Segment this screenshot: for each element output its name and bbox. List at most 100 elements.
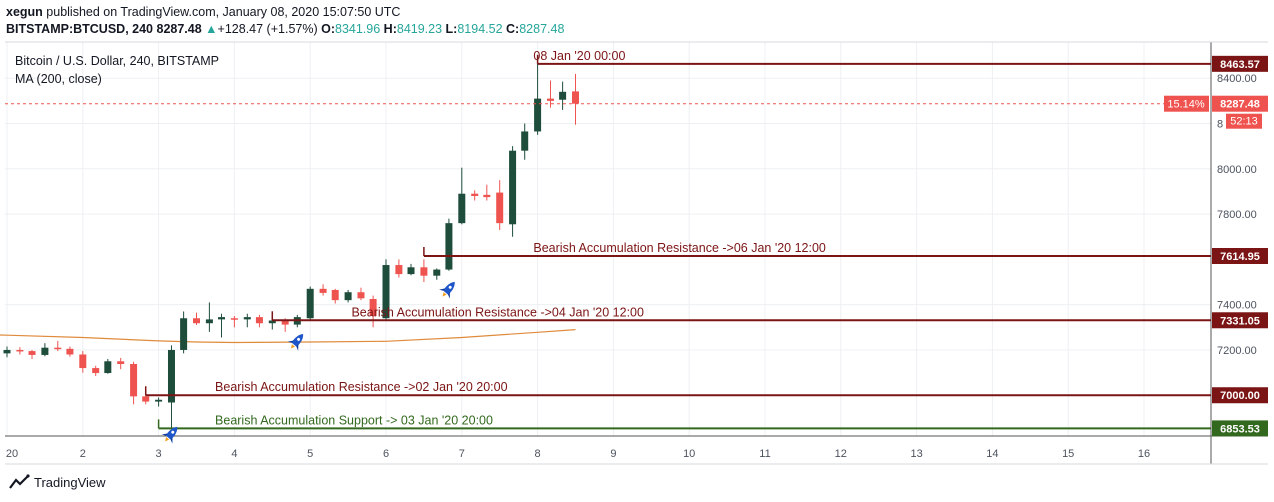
candle-body[interactable] <box>420 267 428 276</box>
candle-body[interactable] <box>142 396 150 402</box>
candle-body[interactable] <box>559 91 567 100</box>
candle-body[interactable] <box>243 317 251 320</box>
x-tick-label: 9 <box>610 448 616 460</box>
candle-body[interactable] <box>483 194 491 198</box>
y-tick-label: 7800.00 <box>1217 209 1257 221</box>
x-tick-label: 14 <box>986 448 998 460</box>
ma-200-line <box>0 329 576 344</box>
series-title: Bitcoin / U.S. Dollar, 240, BITSTAMP <box>15 54 220 68</box>
y-tick-label: 8400.00 <box>1217 73 1257 85</box>
change-arrow-icon: ▲ <box>205 22 218 36</box>
last-price-tag <box>1212 95 1268 112</box>
x-tick-label: 12 <box>835 448 847 460</box>
percent-change-tag <box>1164 95 1209 112</box>
candle-body[interactable] <box>382 265 390 319</box>
candle-body[interactable] <box>117 361 125 364</box>
candle-body[interactable] <box>66 348 74 355</box>
candle-body[interactable] <box>155 399 163 402</box>
candle-body[interactable] <box>268 320 276 324</box>
candle-body[interactable] <box>218 317 226 320</box>
x-tick-label: 3 <box>156 448 162 460</box>
candle-body[interactable] <box>255 317 263 324</box>
candle-body[interactable] <box>331 289 339 301</box>
candle-body[interactable] <box>54 347 62 350</box>
rocket-icon[interactable] <box>286 330 309 354</box>
candle-body[interactable] <box>369 299 377 316</box>
publish-line: xegun published on TradingView.com, Janu… <box>6 5 400 19</box>
x-tick-label: 13 <box>910 448 922 460</box>
x-tick-label: 7 <box>459 448 465 460</box>
y-tick-label: 7400.00 <box>1217 300 1257 312</box>
candle-body[interactable] <box>572 91 579 104</box>
level-price-tag <box>1212 312 1268 329</box>
candle-body[interactable] <box>130 363 138 397</box>
tradingview-logo-icon <box>9 474 30 489</box>
candle-body[interactable] <box>471 193 479 196</box>
level-price-tag <box>1212 387 1268 404</box>
candle-body[interactable] <box>433 269 441 276</box>
candle-body[interactable] <box>193 318 200 324</box>
level-price-tag <box>1212 420 1268 437</box>
x-tick-label: 6 <box>383 448 389 460</box>
close-value: 8287.48 <box>519 22 565 36</box>
symbol-label: BITSTAMP:BTCUSD, 240 <box>6 22 154 36</box>
candle-body[interactable] <box>306 288 314 319</box>
level-price-label: 6853.53 <box>1220 423 1260 435</box>
candle-body[interactable] <box>28 351 36 355</box>
countdown-tag <box>1226 113 1262 129</box>
candle-body[interactable] <box>281 320 289 325</box>
candle-body[interactable] <box>79 354 87 369</box>
x-tick-label: 2 <box>80 448 86 460</box>
x-tick-label: 16 <box>1138 448 1150 460</box>
level-annotation: Bearish Accumulation Resistance ->04 Jan… <box>351 305 644 319</box>
candle-body[interactable] <box>180 318 188 350</box>
candle-body[interactable] <box>407 267 415 275</box>
change-value: +128.47 (+1.57%) <box>217 22 318 36</box>
candle-body[interactable] <box>344 292 352 301</box>
open-value: 8341.96 <box>335 22 381 36</box>
x-tick-label: 5 <box>307 448 313 460</box>
level-annotation: Bearish Accumulation Resistance ->02 Jan… <box>215 380 508 394</box>
candle-body[interactable] <box>92 368 100 374</box>
close-label: C: <box>506 22 520 36</box>
countdown-label: 52:13 <box>1230 116 1258 128</box>
candle-body[interactable] <box>496 192 504 224</box>
y-tick-label: 7200.00 <box>1217 345 1257 357</box>
candle-body[interactable] <box>395 265 403 275</box>
candle-body[interactable] <box>167 349 175 403</box>
candle-body[interactable] <box>205 319 213 324</box>
level-price-label: 7000.00 <box>1220 390 1260 402</box>
rocket-icon[interactable] <box>160 422 183 446</box>
chart-legend: Bitcoin / U.S. Dollar, 240, BITSTAMP MA … <box>15 52 219 88</box>
ohlc-line: BITSTAMP:BTCUSD, 240 8287.48 ▲+128.47 (+… <box>6 22 564 36</box>
indicator-label[interactable]: MA (200, close) <box>15 72 102 86</box>
last-price-tag-label: 8287.48 <box>1220 99 1260 111</box>
candle-body[interactable] <box>458 193 466 224</box>
level-price-tag <box>1212 247 1268 264</box>
candle-body[interactable] <box>3 349 11 354</box>
candle-body[interactable] <box>546 98 554 101</box>
x-tick-label: 10 <box>683 448 695 460</box>
candle-body[interactable] <box>534 98 542 132</box>
x-tick-label: 20 <box>6 448 18 460</box>
x-tick-label: 15 <box>1062 448 1074 460</box>
candle-body[interactable] <box>230 318 238 320</box>
footer-brand[interactable]: TradingView <box>8 474 106 490</box>
level-annotation: Bearish Accumulation Resistance ->06 Jan… <box>533 241 826 255</box>
candle-body[interactable] <box>357 292 365 299</box>
last-price-value: 8287.48 <box>156 22 202 36</box>
candle-body[interactable] <box>41 347 49 355</box>
percent-change-label: 15.14% <box>1167 99 1205 111</box>
candle-body[interactable] <box>104 361 112 374</box>
candle-body[interactable] <box>16 349 24 352</box>
candle-body[interactable] <box>445 223 453 270</box>
candle-body[interactable] <box>521 131 529 151</box>
y-tick-label: 8 <box>1217 119 1223 131</box>
publisher-name[interactable]: xegun <box>6 5 43 19</box>
rocket-icon[interactable] <box>437 277 460 301</box>
candle-body[interactable] <box>509 150 517 225</box>
candle-body[interactable] <box>319 288 327 293</box>
level-price-label: 7614.95 <box>1220 251 1260 263</box>
